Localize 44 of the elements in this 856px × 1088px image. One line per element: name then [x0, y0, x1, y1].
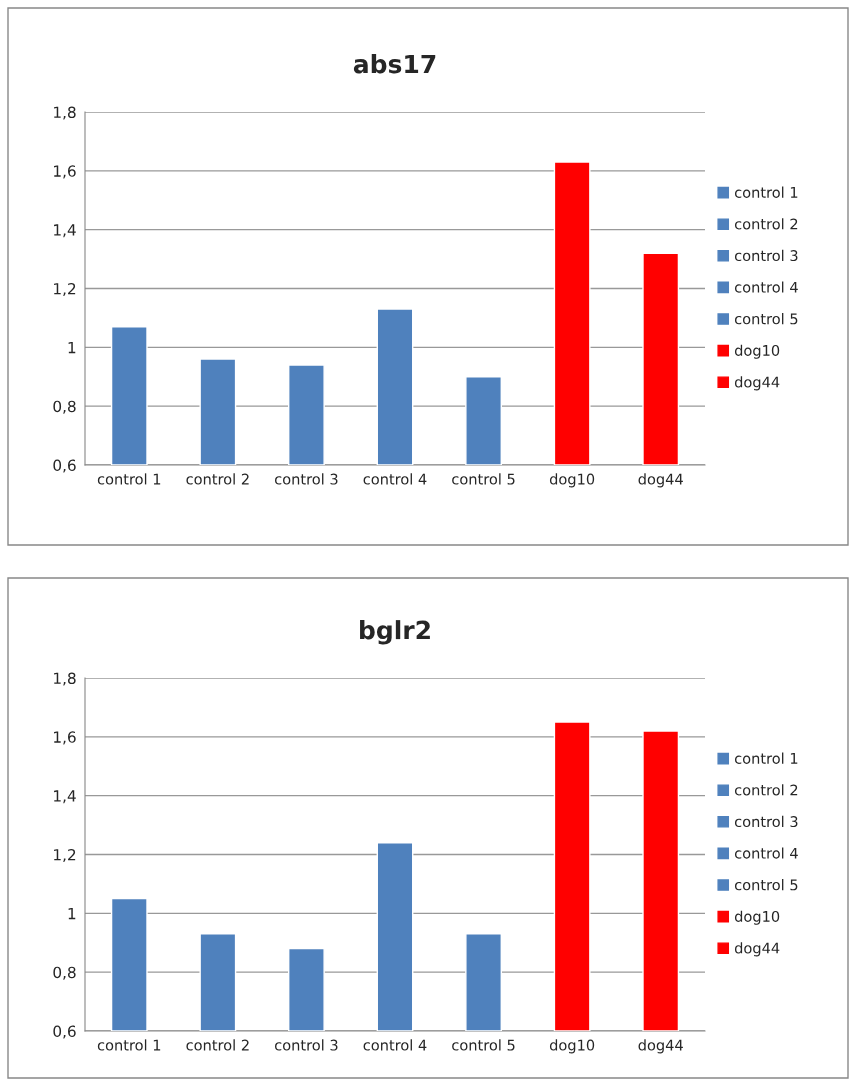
x-tick-label: control 5	[452, 1039, 515, 1051]
y-tick-label: 1,2	[54, 282, 76, 297]
y-tick-label: 1	[68, 342, 76, 354]
y-tick-label: 1,6	[54, 165, 76, 179]
y-tick-label: 0,8	[53, 966, 76, 980]
x-tick-label: dog10	[549, 1039, 595, 1054]
y-tick-label: 1,8	[54, 672, 76, 686]
y-tick-label: 1,4	[54, 224, 76, 238]
chart-title: bglr2	[360, 620, 430, 645]
legend-label: dog44	[734, 376, 780, 391]
legend-label: control 1	[734, 752, 798, 764]
legend-label: control 1	[734, 186, 798, 198]
x-tick-label: dog44	[638, 473, 683, 488]
x-tick-label: control 2	[186, 1039, 249, 1051]
legend-label: control 2	[734, 784, 798, 796]
x-tick-label: control 3	[275, 1039, 338, 1051]
legend-label: dog10	[734, 910, 780, 925]
x-tick-label: control 2	[186, 473, 249, 485]
x-tick-label: control 1	[97, 1039, 161, 1051]
legend-label: control 3	[734, 249, 798, 262]
legend-label: control 5	[734, 879, 798, 891]
x-tick-label: dog44	[638, 1039, 683, 1054]
legend-label: control 3	[734, 815, 798, 828]
x-tick-label: dog10	[549, 473, 595, 488]
legend-label: dog44	[734, 942, 780, 957]
y-tick-label: 1,2	[54, 848, 76, 863]
legend-label: control 4	[734, 281, 798, 293]
y-tick-label: 1,8	[54, 106, 76, 120]
x-tick-label: control 5	[452, 473, 515, 485]
x-tick-label: control 4	[363, 473, 427, 485]
legend-label: dog10	[734, 344, 780, 359]
legend-label: control 4	[734, 847, 798, 859]
x-tick-label: control 3	[275, 473, 338, 485]
legend-label: control 5	[734, 313, 798, 325]
y-tick-label: 0,8	[53, 400, 76, 414]
y-tick-label: 0,6	[53, 459, 76, 473]
chart-title: abs17	[353, 54, 436, 74]
y-tick-label: 1,6	[54, 731, 76, 745]
y-tick-label: 0,6	[53, 1025, 76, 1039]
x-tick-label: control 4	[363, 1039, 427, 1051]
y-tick-label: 1,4	[54, 790, 76, 804]
y-tick-label: 1	[68, 908, 76, 920]
x-tick-label: control 1	[97, 473, 161, 485]
legend-label: control 2	[734, 218, 798, 230]
